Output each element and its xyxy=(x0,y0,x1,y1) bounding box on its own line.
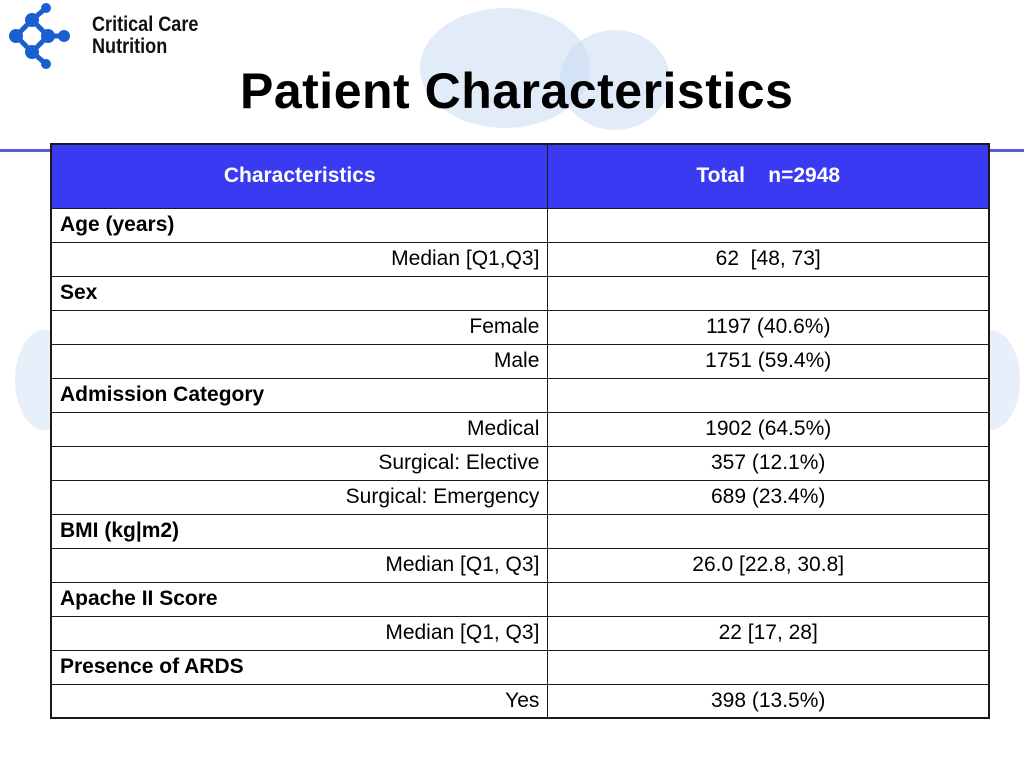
subcategory-label: Yes xyxy=(50,683,549,719)
brand-line-1: Critical Care xyxy=(92,13,199,36)
total-value xyxy=(547,207,990,243)
table-category-row: Admission Category xyxy=(50,377,990,413)
subcategory-label: Median [Q1, Q3] xyxy=(50,547,549,583)
category-label: BMI (kg|m2) xyxy=(50,513,549,549)
total-value: 1197 (40.6%) xyxy=(547,309,990,345)
table-category-row: Presence of ARDS xyxy=(50,649,990,685)
table-category-row: Age (years) xyxy=(50,207,990,243)
table-row: Yes 398 (13.5%) xyxy=(50,683,990,719)
column-header-total: Total n=2948 xyxy=(547,143,990,209)
subcategory-label: Female xyxy=(50,309,549,345)
total-value xyxy=(547,275,990,311)
page-title: Patient Characteristics xyxy=(240,63,794,119)
molecule-dots-logo-icon xyxy=(9,3,70,69)
total-value: 1751 (59.4%) xyxy=(547,343,990,379)
category-label: Sex xyxy=(50,275,549,311)
subcategory-label: Medical xyxy=(50,411,549,447)
total-value xyxy=(547,581,990,617)
subcategory-label: Surgical: Elective xyxy=(50,445,549,481)
total-value: 689 (23.4%) xyxy=(547,479,990,515)
brand-name: Critical Care Nutrition xyxy=(92,14,198,58)
total-value xyxy=(547,377,990,413)
table-row: Medical 1902 (64.5%) xyxy=(50,411,990,447)
category-label: Presence of ARDS xyxy=(50,649,549,685)
total-value: 1902 (64.5%) xyxy=(547,411,990,447)
subcategory-label: Median [Q1,Q3] xyxy=(50,241,549,277)
table-category-row: BMI (kg|m2) xyxy=(50,513,990,549)
subcategory-label: Surgical: Emergency xyxy=(50,479,549,515)
total-value: 26.0 [22.8, 30.8] xyxy=(547,547,990,583)
subcategory-label: Male xyxy=(50,343,549,379)
category-label: Apache II Score xyxy=(50,581,549,617)
category-label: Admission Category xyxy=(50,377,549,413)
total-value xyxy=(547,649,990,685)
total-value: 62 [48, 73] xyxy=(547,241,990,277)
total-value: 22 [17, 28] xyxy=(547,615,990,651)
patient-characteristics-table: Characteristics Total n=2948 Age (years)… xyxy=(50,143,990,719)
table-row: Female 1197 (40.6%) xyxy=(50,309,990,345)
table-row: Male 1751 (59.4%) xyxy=(50,343,990,379)
total-value: 398 (13.5%) xyxy=(547,683,990,719)
table-row: Median [Q1,Q3] 62 [48, 73] xyxy=(50,241,990,277)
table-header-row: Characteristics Total n=2948 xyxy=(50,143,990,209)
brand-line-2: Nutrition xyxy=(92,35,168,58)
table-row: Median [Q1, Q3] 22 [17, 28] xyxy=(50,615,990,651)
table-row: Median [Q1, Q3] 26.0 [22.8, 30.8] xyxy=(50,547,990,583)
table-row: Surgical: Elective 357 (12.1%) xyxy=(50,445,990,481)
total-value xyxy=(547,513,990,549)
table-row: Surgical: Emergency 689 (23.4%) xyxy=(50,479,990,515)
category-label: Age (years) xyxy=(50,207,549,243)
watermark-blob xyxy=(560,30,670,130)
table-category-row: Apache II Score xyxy=(50,581,990,617)
subcategory-label: Median [Q1, Q3] xyxy=(50,615,549,651)
table-category-row: Sex xyxy=(50,275,990,311)
total-value: 357 (12.1%) xyxy=(547,445,990,481)
column-header-characteristics: Characteristics xyxy=(50,143,549,209)
